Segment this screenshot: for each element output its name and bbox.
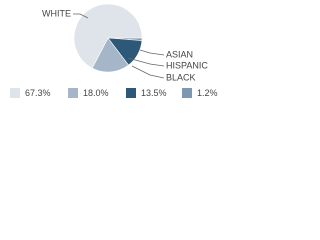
legend-label: 18.0% [83,88,109,98]
slice-label: WHITE [42,8,71,18]
chart: WHITE ASIAN HISPANIC BLACK 67.3% 18.0% 13.… [10,3,218,98]
legend-label: 13.5% [141,88,167,98]
legend-swatch [10,88,20,98]
legend-label: 1.2% [197,88,218,98]
pie-slice [73,3,143,69]
leader-line [139,49,165,56]
slice-label: HISPANIC [166,60,208,70]
legend-label: 67.3% [25,88,51,98]
legend-swatch [126,88,136,98]
legend-swatch [182,88,192,98]
slice-label: BLACK [166,72,196,82]
leader-line [131,65,165,79]
leader-line [73,13,89,19]
legend-swatch [68,88,78,98]
slice-label: ASIAN [166,49,193,59]
leader-line [127,57,165,67]
